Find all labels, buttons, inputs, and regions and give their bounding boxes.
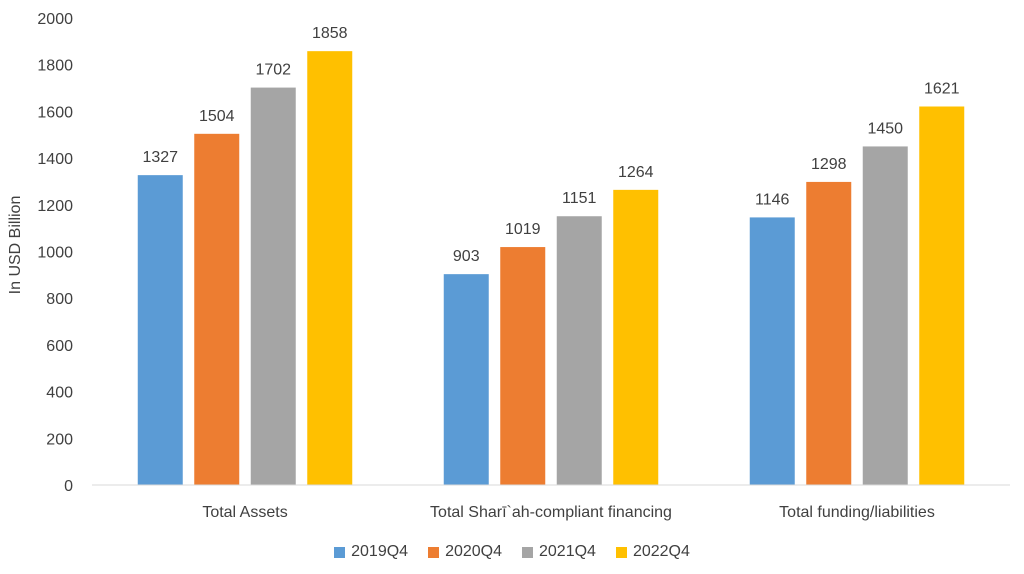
y-tick-label: 1400 <box>37 151 73 168</box>
bar <box>613 189 659 485</box>
y-tick-label: 2000 <box>37 11 73 28</box>
legend-swatch <box>522 546 533 558</box>
bar <box>862 146 908 486</box>
legend-item: 2019Q4 <box>334 543 408 561</box>
data-label: 1702 <box>255 62 291 79</box>
bar <box>250 87 296 485</box>
data-label: 1298 <box>811 156 847 173</box>
data-label: 1146 <box>755 191 790 208</box>
legend-label: 2019Q4 <box>351 543 409 560</box>
bar-chart: In USD Billion 0 200 400 600 800 1000 1200 1400… <box>7 11 1010 521</box>
bar <box>806 181 852 486</box>
bar <box>500 247 546 485</box>
legend-swatch <box>428 546 440 558</box>
bar <box>307 51 353 485</box>
bar <box>137 175 183 485</box>
data-label: 903 <box>453 248 480 265</box>
category-label: Total Sharī`ah-compliant financing <box>430 504 672 521</box>
y-tick-label: 200 <box>46 431 73 448</box>
y-tick-label: 1000 <box>37 245 73 262</box>
data-label: 1327 <box>142 149 178 166</box>
bar <box>749 217 795 485</box>
y-tick-label: 1200 <box>37 198 73 215</box>
bar <box>919 106 965 486</box>
legend-swatch <box>334 546 346 558</box>
y-tick-label: 400 <box>46 385 73 402</box>
legend-item: 2021Q4 <box>522 543 596 561</box>
y-axis-label: In USD Billion <box>7 196 24 295</box>
y-tick-label: 1600 <box>37 104 73 121</box>
data-label: 1019 <box>505 221 541 238</box>
data-label: 1858 <box>312 25 348 42</box>
bar <box>194 133 240 486</box>
y-tick-label: 600 <box>46 338 73 355</box>
legend: 2019Q4 2020Q4 2021Q4 2022Q4 <box>0 543 1024 561</box>
bar <box>556 216 602 485</box>
data-label: 1621 <box>924 80 960 97</box>
data-label: 1504 <box>199 108 235 125</box>
legend-swatch <box>615 546 627 558</box>
category-label: Total funding/liabilities <box>779 504 935 521</box>
data-label: 1151 <box>562 190 597 207</box>
bar <box>443 274 489 485</box>
legend-label: 2020Q4 <box>445 543 502 560</box>
category-label: Total Assets <box>202 504 287 521</box>
y-tick-label: 0 <box>64 478 73 495</box>
legend-item: 2020Q4 <box>428 543 502 561</box>
y-tick-label: 1800 <box>37 58 73 75</box>
data-label: 1450 <box>867 120 903 137</box>
legend-label: 2022Q4 <box>632 543 690 560</box>
data-label: 1264 <box>618 164 654 181</box>
legend-label: 2021Q4 <box>539 543 596 560</box>
y-tick-label: 800 <box>46 291 73 308</box>
legend-item: 2022Q4 <box>615 543 690 561</box>
